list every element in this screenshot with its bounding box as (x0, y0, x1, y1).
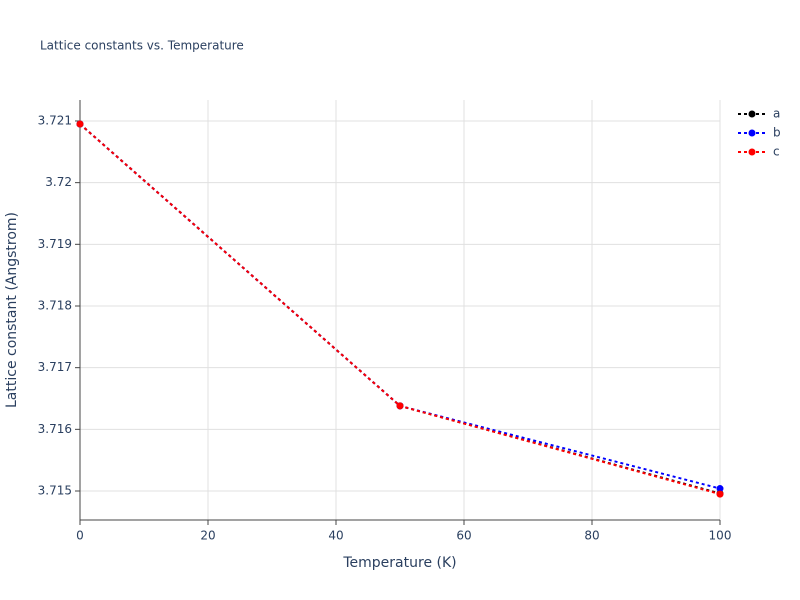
y-tick-label: 3.715 (38, 484, 72, 498)
x-tick-label: 80 (584, 529, 599, 543)
x-tick-label: 40 (328, 529, 343, 543)
x-tick-label: 60 (456, 529, 471, 543)
y-tick-label: 3.717 (38, 360, 72, 374)
x-tick-label: 100 (709, 529, 732, 543)
legend-label: a (773, 107, 780, 121)
data-point (76, 120, 84, 128)
y-tick-label: 3.716 (38, 422, 72, 436)
y-tick-label: 3.719 (38, 237, 72, 251)
y-tick-label: 3.72 (45, 175, 72, 189)
chart-title: Lattice constants vs. Temperature (40, 39, 244, 53)
data-point (396, 402, 404, 410)
y-tick-label: 3.718 (38, 298, 72, 312)
series-line (79, 123, 721, 495)
series-line (79, 123, 721, 496)
x-tick-label: 0 (76, 529, 84, 543)
y-tick-label: 3.721 (38, 113, 72, 127)
x-axis-title: Temperature (K) (342, 555, 456, 571)
data-point (716, 490, 724, 498)
legend-marker (748, 148, 756, 156)
legend-label: c (773, 145, 780, 159)
x-tick-label: 20 (200, 529, 215, 543)
y-axis-title: Lattice constant (Angstrom) (4, 212, 20, 408)
legend-marker (748, 129, 756, 137)
legend-marker (748, 110, 756, 118)
data-point (716, 485, 724, 493)
legend-label: b (773, 126, 781, 140)
